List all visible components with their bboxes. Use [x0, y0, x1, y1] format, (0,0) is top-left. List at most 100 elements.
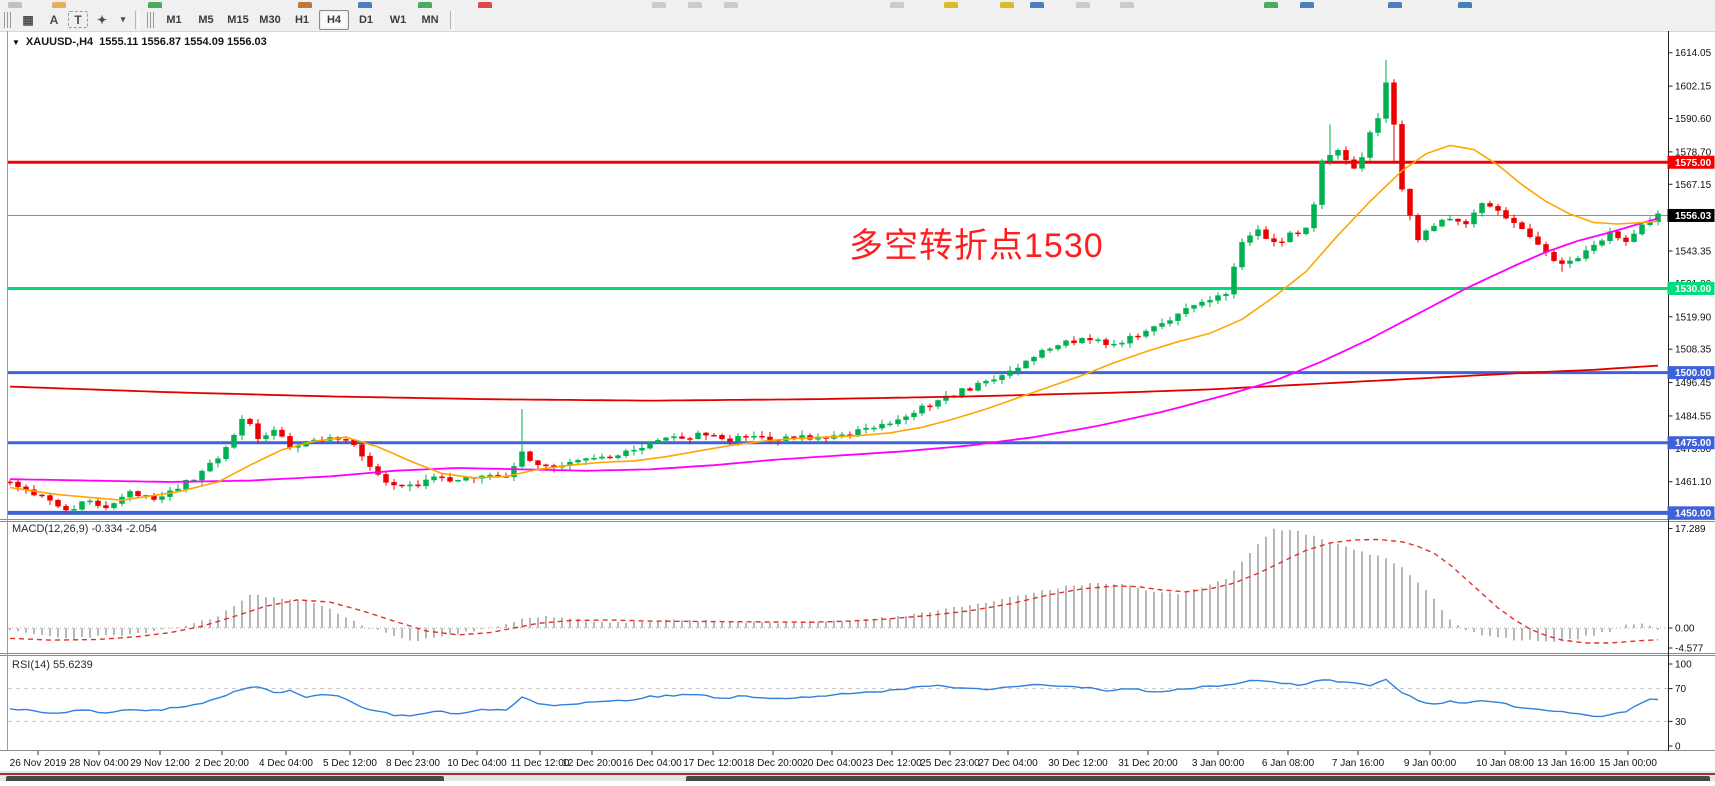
rsi-value: 55.6239	[52, 659, 93, 671]
price-chart-svg[interactable]: 1614.05 1602.15 1590.60 1578.70 1567.15 1543.…	[0, 31, 1715, 781]
price-tick: 1602.15	[1675, 82, 1712, 93]
tab-timeframe-m15[interactable]: M15	[227, 13, 249, 26]
tab-timeframe-m5[interactable]: M5	[198, 13, 214, 26]
tab-timeframe-m1[interactable]: M1	[166, 13, 182, 26]
price-line-label	[1667, 366, 1715, 380]
taskbar-segment	[686, 776, 1710, 781]
time-tick: 30 Dec 12:00	[1048, 758, 1108, 769]
macd-main-value: -0.334	[91, 523, 123, 535]
shapes-icon[interactable]: ✦	[96, 12, 108, 27]
toolbar-icon-sliver[interactable]	[1264, 2, 1278, 8]
time-tick: 6 Jan 08:00	[1262, 758, 1315, 769]
chart-ohlc-values: 1555.11 1556.87 1554.09 1556.03	[99, 36, 267, 48]
time-tick: 10 Jan 08:00	[1476, 758, 1534, 769]
tab-timeframe-h4[interactable]: H4	[319, 9, 349, 30]
tab-timeframe-mn[interactable]: MN	[421, 13, 439, 26]
toolbar-icon-sliver[interactable]	[944, 2, 958, 8]
price-tick: 1496.45	[1675, 378, 1712, 389]
chart-menu-icon[interactable]: ▼	[12, 37, 20, 47]
timeframes-group: M1 M5 M15 M30 H1 H4 D1 W1 MN	[158, 8, 446, 31]
toolbar-icon-sliver[interactable]	[724, 2, 738, 8]
price-line-label	[1667, 436, 1715, 450]
text-box-icon[interactable]: T	[68, 11, 88, 28]
time-tick: 18 Dec 20:00	[743, 758, 803, 769]
chart-toolbar: ▦ A T ✦ ▾ M1 M5 M15 M30 H1 H4 D1 W1 MN	[0, 8, 1715, 32]
price-line-label	[1667, 506, 1715, 520]
chart-text-annotation[interactable]: 多空转折点1530	[849, 227, 1104, 265]
tab-timeframe-d1[interactable]: D1	[358, 13, 374, 26]
drawing-tools-group: ▦ A T ✦ ▾	[15, 8, 131, 31]
time-tick: 16 Dec 04:00	[622, 758, 682, 769]
svg-text:1450.00: 1450.00	[1675, 508, 1712, 519]
time-tick: 26 Nov 2019	[10, 758, 67, 769]
price-tick: 1590.60	[1675, 114, 1712, 125]
svg-text:1475.00: 1475.00	[1675, 438, 1712, 449]
toolbar-icon-sliver[interactable]	[1076, 2, 1090, 8]
bottom-scroll-strip[interactable]	[0, 771, 1715, 781]
toolbar-icon-sliver[interactable]	[418, 2, 432, 8]
chart-title: ▼ XAUUSD-,H4 1555.11 1556.87 1554.09 155…	[12, 36, 267, 48]
macd-axis-tick: 0.00	[1675, 624, 1695, 635]
scroll-marker-line	[0, 773, 1715, 775]
tab-timeframe-h1[interactable]: H1	[294, 13, 310, 26]
price-line-label	[1667, 208, 1715, 222]
toolbar-icon-sliver[interactable]	[688, 2, 702, 8]
toolbar-icon-sliver[interactable]	[890, 2, 904, 8]
chart-canvas[interactable]: 1614.05 1602.15 1590.60 1578.70 1567.15 1543.…	[0, 31, 1715, 781]
toolbar-separator	[135, 10, 139, 29]
price-tick: 1473.00	[1675, 444, 1712, 455]
price-line-label	[1667, 281, 1715, 295]
price-tick: 1508.35	[1675, 345, 1712, 356]
rsi-axis-tick: 30	[1675, 717, 1687, 728]
macd-indicator-label: MACD(12,26,9) -0.334 -2.054	[12, 523, 157, 535]
macd-axis-tick: 17.289	[1675, 524, 1706, 535]
svg-text:1575.00: 1575.00	[1675, 158, 1712, 169]
time-tick: 5 Dec 12:00	[323, 758, 377, 769]
toolbar-icon-sliver[interactable]	[52, 2, 66, 8]
macd-axis-tick: -4.577	[1675, 644, 1704, 655]
dropdown-caret-icon[interactable]: ▾	[120, 14, 126, 24]
time-tick: 7 Jan 16:00	[1332, 758, 1385, 769]
toolbar-icon-sliver[interactable]	[1300, 2, 1314, 8]
time-tick: 4 Dec 04:00	[259, 758, 313, 769]
toolbar-icon-sliver[interactable]	[8, 2, 22, 8]
time-tick: 13 Jan 16:00	[1537, 758, 1595, 769]
rsi-axis-tick: 0	[1675, 742, 1681, 753]
tab-timeframe-m30[interactable]: M30	[259, 13, 281, 26]
toolbar-icon-sliver[interactable]	[1388, 2, 1402, 8]
time-tick: 15 Jan 00:00	[1599, 758, 1657, 769]
toolbar-icon-sliver[interactable]	[1000, 2, 1014, 8]
time-tick: 3 Jan 00:00	[1192, 758, 1245, 769]
toolbar-icon-sliver[interactable]	[1120, 2, 1134, 8]
time-tick: 2 Dec 20:00	[195, 758, 249, 769]
time-tick: 12 Dec 20:00	[562, 758, 622, 769]
time-tick: 28 Nov 04:00	[69, 758, 129, 769]
time-tick: 8 Dec 23:00	[386, 758, 440, 769]
tab-timeframe-w1[interactable]: W1	[389, 13, 407, 26]
price-line-label	[1667, 155, 1715, 169]
grid-f-icon[interactable]: ▦	[22, 12, 34, 27]
toolbar-grip[interactable]	[147, 11, 155, 28]
time-tick: 31 Dec 20:00	[1118, 758, 1178, 769]
text-a-icon[interactable]: A	[49, 12, 59, 27]
time-tick: 10 Dec 04:00	[447, 758, 507, 769]
toolbar-icon-sliver[interactable]	[358, 2, 372, 8]
price-tick: 1543.35	[1675, 247, 1712, 258]
toolbar-icon-sliver[interactable]	[652, 2, 666, 8]
time-tick: 17 Dec 12:00	[683, 758, 743, 769]
top-toolbar-clipped	[0, 0, 1715, 8]
toolbar-grip[interactable]	[4, 11, 12, 28]
toolbar-icon-sliver[interactable]	[148, 2, 162, 8]
toolbar-icon-sliver[interactable]	[478, 2, 492, 8]
time-tick: 23 Dec 12:00	[862, 758, 922, 769]
toolbar-icon-sliver[interactable]	[298, 2, 312, 8]
price-tick: 1614.05	[1675, 48, 1712, 59]
chart-symbol-period: XAUUSD-,H4	[25, 36, 94, 48]
toolbar-icon-sliver[interactable]	[1458, 2, 1472, 8]
price-tick: 1461.10	[1675, 477, 1712, 488]
toolbar-icon-sliver[interactable]	[1030, 2, 1044, 8]
rsi-indicator-label: RSI(14) 55.6239	[12, 659, 93, 671]
toolbar-separator	[450, 10, 454, 29]
macd-signal-value: -2.054	[125, 523, 157, 535]
time-tick: 11 Dec 12:00	[511, 758, 570, 769]
